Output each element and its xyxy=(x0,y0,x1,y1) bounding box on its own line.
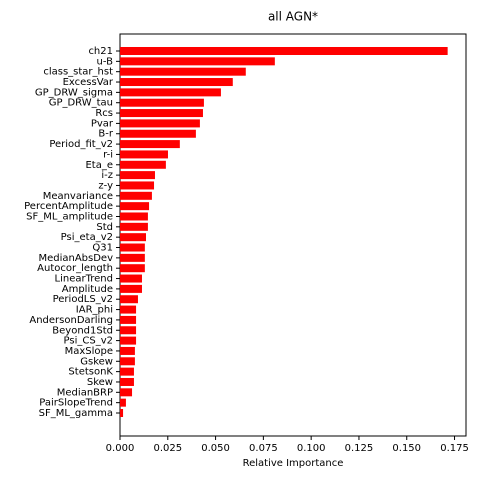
bar xyxy=(120,78,233,87)
y-tick-label: Eta_e xyxy=(85,160,113,171)
y-tick-label: Meanvariance xyxy=(43,191,113,202)
bar xyxy=(120,47,448,55)
y-tick-label: B-r xyxy=(98,129,113,140)
bar xyxy=(120,150,168,159)
y-tick-label: i-z xyxy=(101,170,113,181)
y-tick-label: Psi_eta_v2 xyxy=(61,232,113,243)
bar xyxy=(120,140,180,149)
bar xyxy=(120,191,152,200)
bar xyxy=(120,315,137,324)
y-tick-label: Psi_CS_v2 xyxy=(64,336,113,347)
y-tick-label: SF_ML_amplitude xyxy=(26,211,113,222)
y-tick-label: Period_fit_v2 xyxy=(49,139,113,150)
y-tick-label: u-B xyxy=(97,56,114,67)
chart-title: all AGN* xyxy=(268,10,318,24)
y-tick-label: class_star_hst xyxy=(43,67,113,78)
bar xyxy=(120,398,126,407)
bar xyxy=(120,67,246,76)
bar xyxy=(120,357,135,366)
bar xyxy=(120,336,137,345)
x-tick-label: 0.025 xyxy=(153,443,182,454)
bar xyxy=(120,284,142,293)
y-tick-label: Skew xyxy=(87,377,113,388)
bar xyxy=(120,202,150,211)
y-tick-label: Amplitude xyxy=(62,284,113,295)
y-tick-label: Q31 xyxy=(92,243,113,254)
x-tick-label: 0.000 xyxy=(106,443,135,454)
bar xyxy=(120,109,203,118)
y-tick-label: Std xyxy=(96,222,113,233)
y-tick-label: SF_ML_gamma xyxy=(39,408,113,419)
bar xyxy=(120,160,166,169)
y-tick-label: AndersonDarling xyxy=(29,315,113,326)
y-tick-label: Rcs xyxy=(95,108,113,119)
bar xyxy=(120,119,200,128)
x-axis-label: Relative Importance xyxy=(243,458,344,469)
bar xyxy=(120,212,148,221)
bar xyxy=(120,243,145,252)
bar xyxy=(120,222,148,231)
y-tick-label: GP_DRW_tau xyxy=(49,98,113,109)
y-tick-label: MedianBRP xyxy=(57,387,113,398)
bar xyxy=(120,129,196,138)
bar xyxy=(120,388,133,397)
bar xyxy=(120,57,275,66)
y-tick-label: LinearTrend xyxy=(55,274,113,285)
bar xyxy=(120,233,146,242)
x-tick-label: 0.125 xyxy=(345,443,374,454)
y-tick-label: r-i xyxy=(103,149,113,160)
y-tick-label: Pvar xyxy=(91,118,114,129)
y-tick-label: Gskew xyxy=(80,356,113,367)
y-tick-label: GP_DRW_sigma xyxy=(35,87,113,98)
y-tick-label: MaxSlope xyxy=(65,346,113,357)
x-tick-label: 0.150 xyxy=(392,443,421,454)
y-tick-label: MedianAbsDev xyxy=(38,253,113,264)
bar xyxy=(120,274,142,283)
x-tick-label: 0.075 xyxy=(249,443,278,454)
bar xyxy=(120,305,137,314)
x-tick-label: 0.050 xyxy=(201,443,230,454)
x-tick-label: 0.175 xyxy=(440,443,469,454)
y-tick-label: z-y xyxy=(98,180,113,191)
y-tick-label: ExcessVar xyxy=(63,77,114,88)
bar xyxy=(120,88,221,97)
bar xyxy=(120,346,135,355)
y-tick-label: ch21 xyxy=(88,46,113,57)
bar xyxy=(120,409,124,417)
bar xyxy=(120,181,155,190)
y-tick-label: StetsonK xyxy=(68,367,113,378)
bar xyxy=(120,171,155,180)
y-tick-label: Autocor_length xyxy=(37,263,113,274)
bar xyxy=(120,295,138,304)
bar xyxy=(120,377,134,386)
y-tick-label: PairSlopeTrend xyxy=(39,398,113,409)
x-tick-label: 0.100 xyxy=(297,443,326,454)
bar xyxy=(120,98,204,107)
bar xyxy=(120,253,145,262)
y-tick-label: Beyond1Std xyxy=(52,325,113,336)
y-tick-label: PeriodLS_v2 xyxy=(53,294,113,305)
bar xyxy=(120,264,145,273)
y-tick-label: PercentAmplitude xyxy=(24,201,113,212)
bar xyxy=(120,367,134,376)
bar xyxy=(120,326,137,335)
y-tick-label: IAR_phi xyxy=(76,305,113,316)
